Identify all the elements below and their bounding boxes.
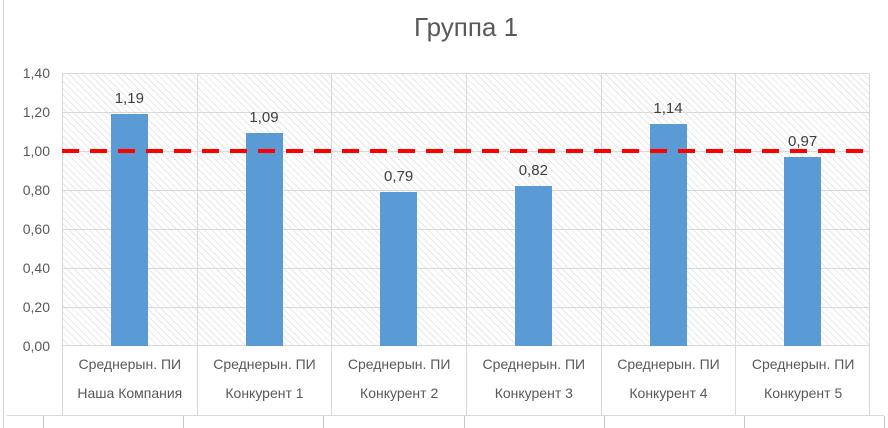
chart-title: Группа 1 bbox=[413, 12, 519, 42]
bar bbox=[784, 156, 822, 346]
metric-axis-label: Среднерын. ПИ bbox=[78, 356, 182, 372]
bar bbox=[514, 186, 552, 346]
bar-value-label: 0,82 bbox=[518, 162, 548, 180]
metric-axis-label: Среднерын. ПИ bbox=[347, 356, 451, 372]
y-tick-label: 1,00 bbox=[22, 143, 50, 159]
y-tick-label: 0,00 bbox=[22, 338, 50, 354]
company-axis-label: Конкурент 4 bbox=[629, 385, 708, 401]
bottom-axis-tick bbox=[464, 416, 465, 428]
bottom-axis-tick bbox=[604, 416, 605, 428]
y-tick-label: 1,40 bbox=[22, 65, 50, 81]
plot-area bbox=[62, 73, 870, 346]
bar bbox=[245, 133, 283, 346]
company-axis-label: Конкурент 2 bbox=[360, 385, 439, 401]
category-cell: Среднерын. ПИ Конкурент 4 bbox=[600, 346, 736, 415]
bar-value-label: 1,09 bbox=[249, 109, 279, 127]
metric-axis-label: Среднерын. ПИ bbox=[482, 356, 586, 372]
company-axis-label: Конкурент 5 bbox=[764, 385, 843, 401]
y-tick-label: 1,20 bbox=[22, 104, 50, 120]
x-axis-right-edge bbox=[869, 346, 870, 415]
bar bbox=[380, 191, 418, 346]
bottom-axis-tick bbox=[884, 416, 885, 428]
metric-axis-label: Среднерын. ПИ bbox=[751, 356, 855, 372]
bottom-axis-tick bbox=[744, 416, 745, 428]
gridline-vertical bbox=[331, 73, 332, 346]
y-tick-label: 0,80 bbox=[22, 182, 50, 198]
gridline-vertical bbox=[869, 73, 870, 346]
company-axis-label: Наша Компания bbox=[77, 385, 183, 401]
category-cell: Среднерын. ПИ Конкурент 2 bbox=[331, 346, 466, 415]
bottom-axis-line bbox=[7, 415, 884, 416]
bar bbox=[649, 123, 687, 346]
bar-value-label: 1,19 bbox=[114, 89, 144, 107]
company-axis-label: Конкурент 3 bbox=[494, 385, 573, 401]
gridline-vertical bbox=[466, 73, 467, 346]
reference-line bbox=[62, 149, 870, 153]
bottom-axis-tick bbox=[183, 416, 184, 428]
category-cell: Среднерын. ПИ Наша Компания bbox=[62, 346, 197, 415]
company-axis-label: Конкурент 1 bbox=[225, 385, 304, 401]
gridline-vertical bbox=[735, 73, 736, 346]
gridline-vertical bbox=[601, 73, 602, 346]
bottom-axis-tick bbox=[323, 416, 324, 428]
bar-value-label: 0,97 bbox=[788, 132, 818, 150]
category-cell: Среднерын. ПИ Конкурент 3 bbox=[466, 346, 601, 415]
gridline-vertical bbox=[197, 73, 198, 346]
bar-value-label: 1,14 bbox=[653, 99, 683, 117]
bar-value-label: 0,79 bbox=[384, 167, 414, 185]
category-cell: Среднерын. ПИ Конкурент 5 bbox=[735, 346, 870, 415]
y-tick-label: 0,40 bbox=[22, 260, 50, 276]
chart-border bbox=[3, 0, 4, 428]
bottom-axis-tick bbox=[43, 416, 44, 428]
gridline-vertical bbox=[62, 73, 63, 346]
category-cell: Среднерын. ПИ Конкурент 1 bbox=[196, 346, 332, 415]
metric-axis-label: Среднерын. ПИ bbox=[213, 356, 316, 372]
y-tick-label: 0,20 bbox=[22, 299, 50, 315]
y-tick-label: 0,60 bbox=[22, 221, 50, 237]
metric-axis-label: Среднерын. ПИ bbox=[617, 356, 720, 372]
